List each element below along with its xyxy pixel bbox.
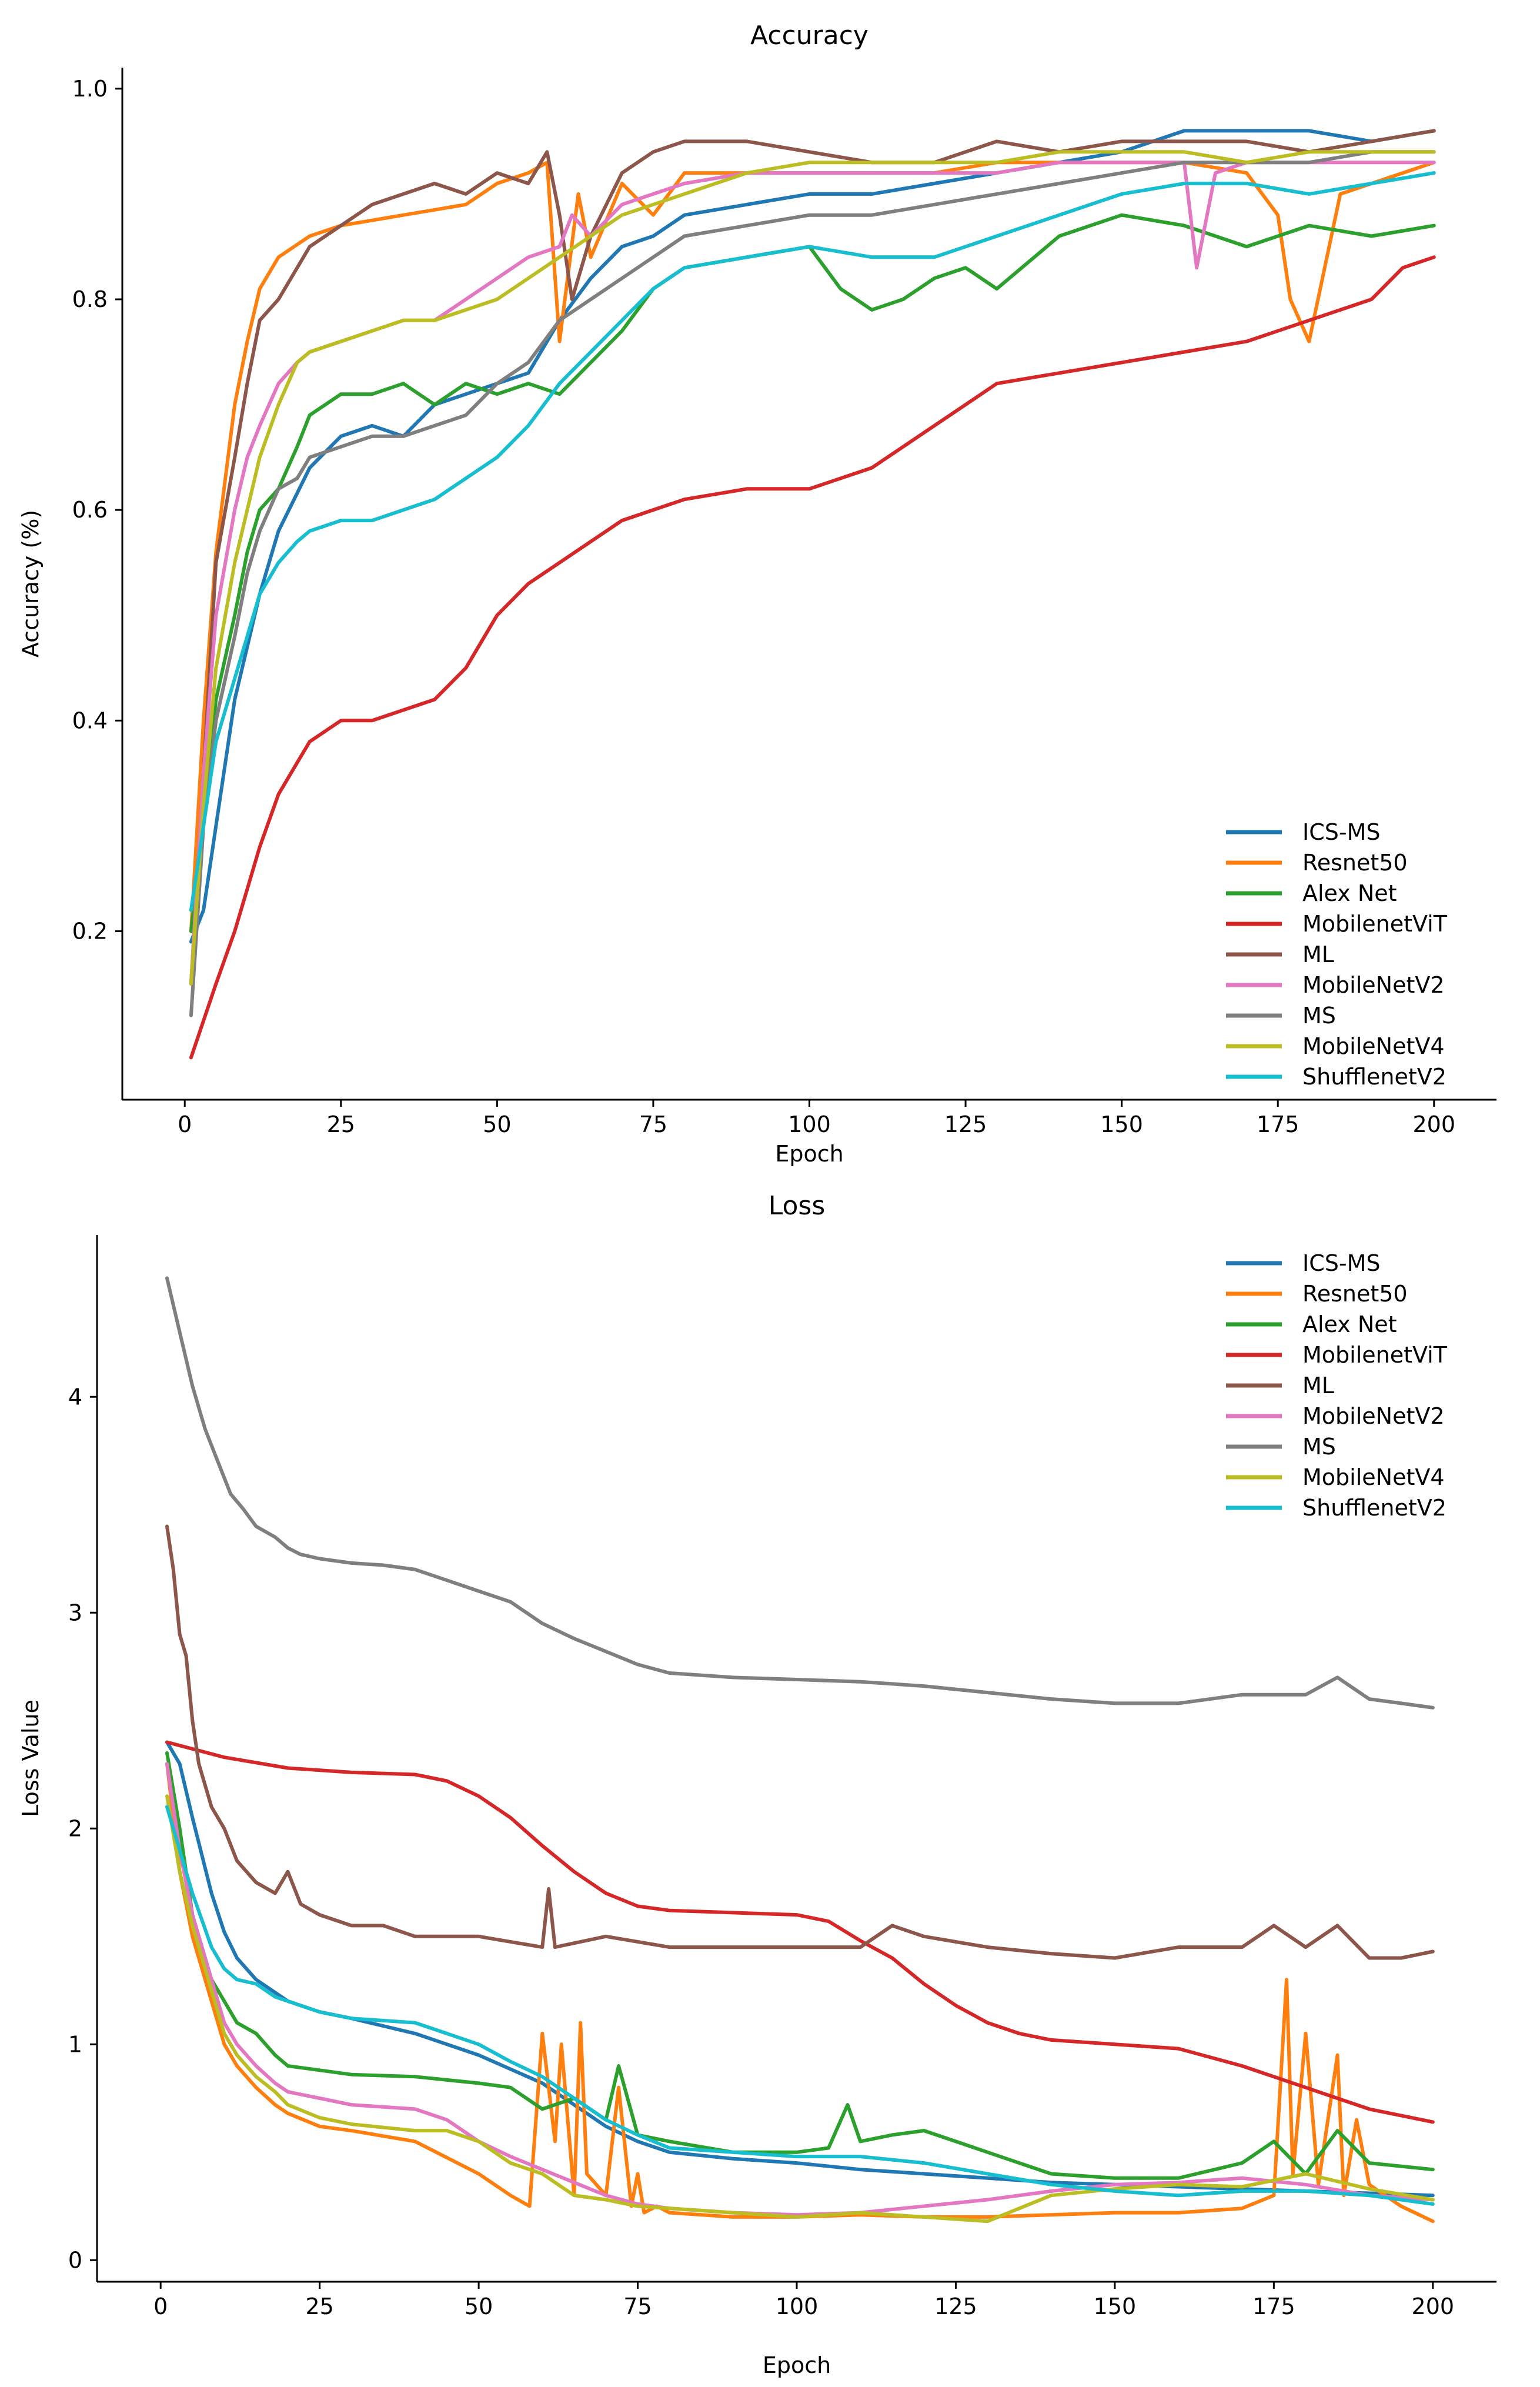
- x-tick-label: 200: [1413, 1111, 1456, 1137]
- x-tick-label: 25: [305, 2293, 333, 2319]
- series-line-mobilenetvit: [189, 255, 1436, 1060]
- x-tick-label: 125: [934, 2293, 977, 2319]
- y-tick-label: 2: [68, 1815, 82, 1841]
- x-tick-label: 75: [639, 1111, 667, 1137]
- legend-label: MobileNetV2: [1302, 972, 1445, 998]
- series-line-mobilenetv2: [189, 161, 1436, 986]
- legend-label: Alex Net: [1302, 1311, 1397, 1337]
- legend-label: Resnet50: [1302, 1281, 1408, 1307]
- y-tick-label: 1: [68, 2031, 82, 2057]
- legend-label: ShufflenetV2: [1302, 1495, 1447, 1521]
- x-tick-label: 0: [178, 1111, 192, 1137]
- y-tick-label: 0.4: [72, 707, 108, 733]
- legend-label: ML: [1302, 942, 1334, 967]
- series-line-mobilenetv4: [189, 150, 1436, 986]
- series-line-ms: [189, 150, 1436, 1017]
- legend-label: ICS-MS: [1302, 1250, 1380, 1276]
- legend-label: Alex Net: [1302, 880, 1397, 906]
- series-line-alex-net: [165, 1751, 1435, 2180]
- legend-label: MobilenetViT: [1302, 911, 1448, 937]
- x-tick-label: 50: [483, 1111, 511, 1137]
- x-tick-label: 100: [788, 1111, 831, 1137]
- x-tick-label: 25: [327, 1111, 355, 1137]
- x-axis-label: Epoch: [775, 1141, 843, 1167]
- x-tick-label: 125: [944, 1111, 987, 1137]
- x-tick-label: 150: [1094, 2293, 1137, 2319]
- series-line-ml: [165, 1524, 1435, 1960]
- legend-label: MobileNetV4: [1302, 1033, 1445, 1059]
- legend-label: MS: [1302, 1003, 1336, 1029]
- y-tick-label: 1.0: [72, 76, 108, 102]
- legend-label: Resnet50: [1302, 850, 1408, 876]
- y-tick-label: 0.2: [72, 918, 108, 944]
- series-line-ml: [189, 129, 1436, 986]
- legend-label: MobileNetV4: [1302, 1464, 1445, 1490]
- chart-title: Accuracy: [750, 21, 868, 51]
- x-tick-label: 200: [1412, 2293, 1455, 2319]
- legend-label: ShufflenetV2: [1302, 1064, 1447, 1090]
- chart-title: Loss: [769, 1191, 826, 1221]
- series-line-mobilenetvit: [165, 1740, 1435, 2124]
- x-tick-label: 175: [1252, 2293, 1295, 2319]
- y-tick-label: 3: [68, 1600, 82, 1625]
- y-tick-label: 4: [68, 1384, 82, 1410]
- y-axis-label: Loss Value: [18, 1700, 44, 1817]
- x-tick-label: 100: [776, 2293, 819, 2319]
- legend-label: ML: [1302, 1373, 1334, 1398]
- x-tick-label: 75: [623, 2293, 652, 2319]
- series-line-ms: [165, 1276, 1435, 1710]
- x-tick-label: 50: [465, 2293, 493, 2319]
- legend-label: MS: [1302, 1434, 1336, 1460]
- x-axis-label: Epoch: [763, 2352, 831, 2378]
- y-tick-label: 0: [68, 2247, 82, 2273]
- legend-label: MobileNetV2: [1302, 1403, 1445, 1429]
- y-tick-label: 0.6: [72, 497, 108, 523]
- series-line-mobilenetv2: [165, 1762, 1435, 2217]
- series-line-resnet50: [165, 1762, 1435, 2224]
- x-tick-label: 0: [153, 2293, 168, 2319]
- legend-label: ICS-MS: [1302, 819, 1380, 845]
- x-tick-label: 175: [1257, 1111, 1300, 1137]
- y-axis-label: Accuracy (%): [18, 510, 44, 657]
- y-tick-label: 0.8: [72, 286, 108, 312]
- legend-label: MobilenetViT: [1302, 1342, 1448, 1368]
- series-line-shufflenetv2: [189, 171, 1436, 912]
- x-tick-label: 150: [1100, 1111, 1143, 1137]
- series-line-shufflenetv2: [165, 1805, 1435, 2206]
- accuracy-chart: Accuracy Epoch Accuracy (%) 0 25 50 75 100 125 15…: [18, 21, 1496, 1167]
